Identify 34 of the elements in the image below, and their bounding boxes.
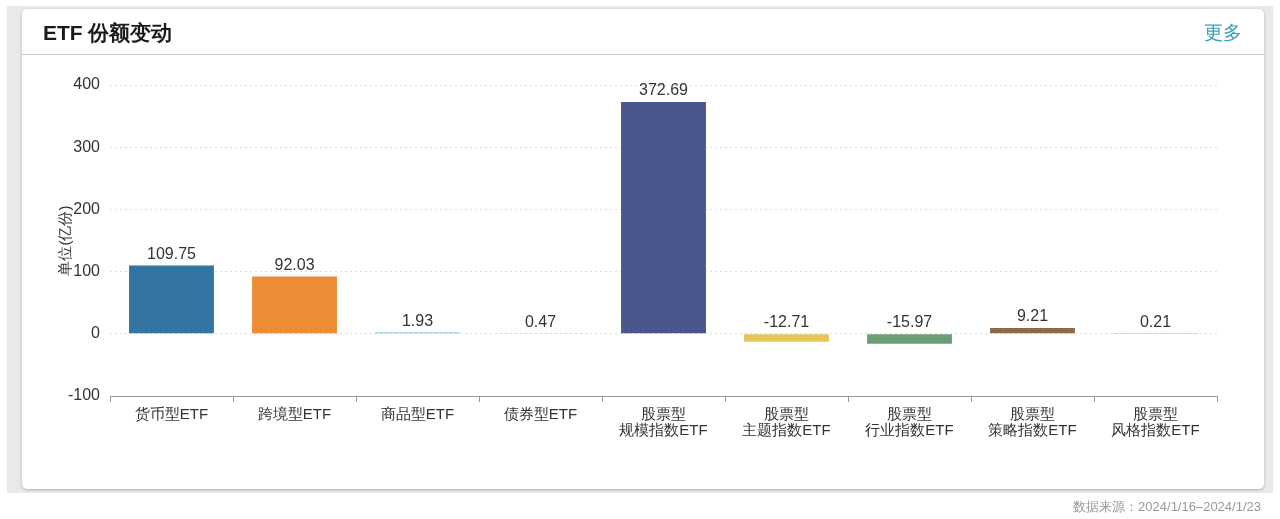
y-axis-title: 单位(亿份) xyxy=(56,205,74,276)
x-tick-label: 股票型策略指数ETF xyxy=(988,404,1077,439)
bar xyxy=(621,101,706,334)
data-label: 372.69 xyxy=(639,80,689,98)
x-tick-label: 股票型规模指数ETF xyxy=(619,404,708,439)
x-tick-label: 商品型ETF xyxy=(380,404,455,422)
y-tick-label: 400 xyxy=(73,75,101,93)
data-label: 9.21 xyxy=(1016,307,1049,325)
bar xyxy=(129,265,214,334)
y-tick-label: 0 xyxy=(91,324,101,342)
data-label: -12.71 xyxy=(763,312,810,330)
bar xyxy=(867,334,952,344)
x-tick-label: 股票型主题指数ETF xyxy=(742,404,831,439)
data-label: 0.21 xyxy=(1139,312,1172,330)
x-tick-label: 债券型ETF xyxy=(503,404,578,422)
y-tick-label: 100 xyxy=(73,262,101,280)
y-tick-label: 300 xyxy=(73,137,101,155)
bar xyxy=(990,328,1075,334)
x-tick-label: 股票型风格指数ETF xyxy=(1111,404,1200,439)
bar xyxy=(744,334,829,342)
data-label: 109.75 xyxy=(147,244,197,262)
data-label: 92.03 xyxy=(274,255,315,273)
text: 更多 xyxy=(1204,21,1242,45)
bar xyxy=(252,276,337,334)
y-tick-label: -100 xyxy=(67,386,101,404)
data-label: 0.47 xyxy=(524,312,557,330)
data-label: 1.93 xyxy=(401,311,434,329)
y-tick-label: 200 xyxy=(73,199,101,217)
source-note: 数据来源：2024/1/16–2024/1/23 xyxy=(1073,499,1261,515)
chart-title: ETF 份额变动 xyxy=(43,20,173,45)
data-label: -15.97 xyxy=(886,312,933,330)
x-tick-label: 跨境型ETF xyxy=(257,404,332,422)
x-tick-label: 货币型ETF xyxy=(134,404,209,422)
x-tick-label: 股票型行业指数ETF xyxy=(865,404,954,439)
